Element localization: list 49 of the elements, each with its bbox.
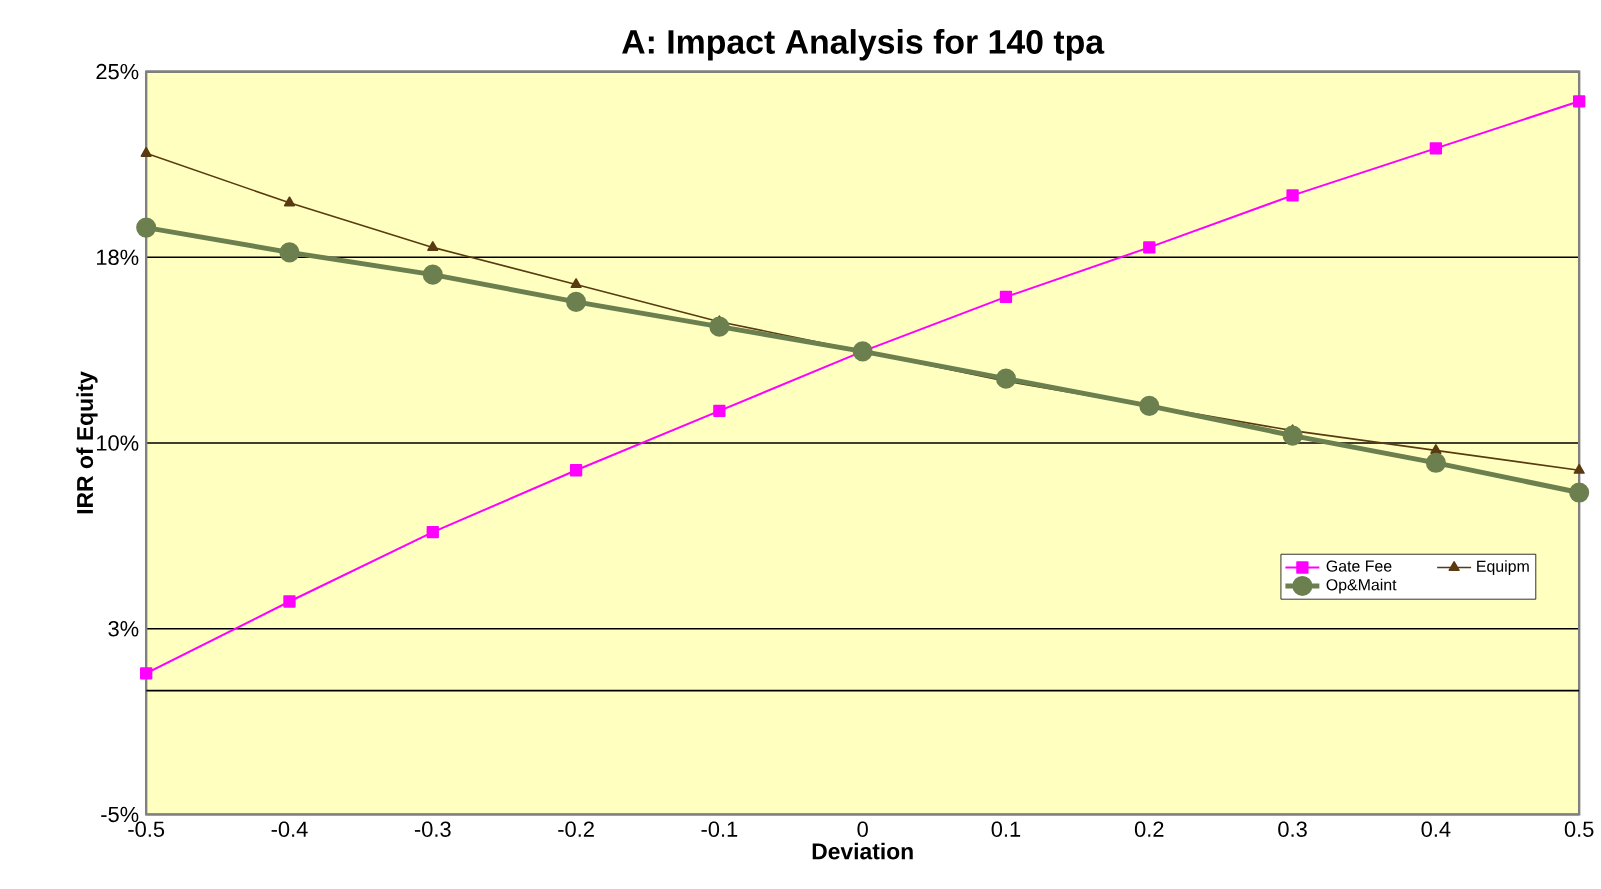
point: [136, 217, 157, 238]
point: [1282, 425, 1303, 446]
point: [1139, 395, 1160, 416]
y-tick-label: 10%: [97, 435, 139, 451]
point: [709, 316, 730, 337]
point: [1573, 95, 1586, 108]
point: [283, 595, 296, 608]
x-tick-label: -0.3: [414, 821, 451, 837]
point: [140, 146, 152, 157]
point: [1143, 241, 1156, 254]
x-tick-label: 0.4: [1421, 821, 1451, 837]
point: [713, 404, 726, 417]
point: [140, 667, 153, 680]
point: [1569, 482, 1590, 503]
legend-label: Equipm: [1477, 560, 1529, 576]
point: [995, 368, 1017, 389]
point: [570, 278, 582, 289]
x-tick-label: 0.3: [1278, 821, 1307, 837]
legend-label: Gate Fee: [1326, 560, 1392, 572]
point: [1286, 189, 1299, 202]
x-tick-label: -0.5: [128, 821, 165, 837]
point: [422, 264, 443, 285]
point: [1573, 463, 1585, 474]
point: [426, 525, 439, 539]
chart-title: A: Impact Analysis for 140 tpa: [622, 29, 1105, 61]
point: [566, 291, 587, 312]
legend-label: Op&Maint: [1326, 578, 1397, 594]
point: [569, 464, 583, 477]
y-axis-title: IRR of Equity: [76, 371, 98, 514]
point: [1425, 452, 1446, 473]
y-tick-label: 3%: [108, 621, 139, 637]
point: [283, 196, 296, 207]
y-tick-label: 18%: [97, 249, 139, 266]
x-tick-label: -0.2: [558, 821, 594, 837]
x-tick-label: -0.4: [271, 821, 308, 837]
x-tick-label: 0.1: [991, 821, 1021, 837]
point: [427, 241, 439, 251]
x-tick-label: 0.5: [1564, 821, 1594, 837]
point: [1429, 142, 1443, 155]
y-tick-label: -5%: [101, 806, 139, 823]
point: [852, 341, 873, 362]
x-tick-label: 0: [857, 821, 868, 837]
point: [279, 242, 300, 263]
point: [999, 290, 1013, 304]
x-tick-label: 0.2: [1134, 821, 1164, 837]
point: [1430, 444, 1442, 455]
y-tick-label: 25%: [96, 63, 139, 80]
x-axis-title: Deviation: [812, 842, 913, 860]
x-tick-label: -0.1: [701, 821, 738, 837]
